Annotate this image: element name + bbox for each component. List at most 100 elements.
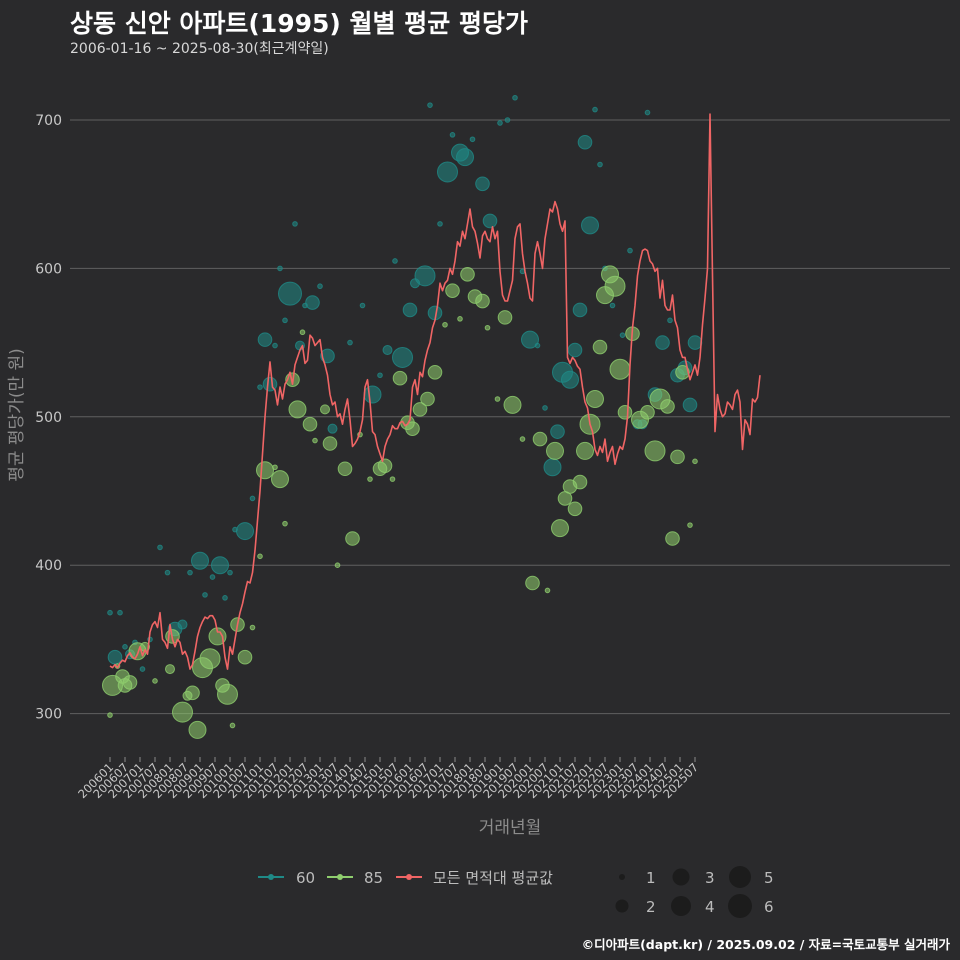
point-series-60 <box>427 102 433 108</box>
point-series-60 <box>504 117 511 123</box>
point-series-60 <box>561 370 579 389</box>
scatter-points <box>102 94 703 739</box>
average-price-line <box>109 113 761 670</box>
legend-label-average: 모든 면적대 평균값 <box>433 869 553 887</box>
size-key-label-6: 6 <box>764 898 774 916</box>
point-series-60 <box>687 335 703 350</box>
point-series-85 <box>609 358 631 380</box>
point-series-85 <box>367 476 373 482</box>
point-series-60 <box>597 161 603 168</box>
point-series-60 <box>572 302 588 318</box>
point-series-60 <box>497 120 503 126</box>
point-series-60 <box>377 372 383 379</box>
point-series-60 <box>249 495 256 502</box>
point-series-85 <box>551 519 569 538</box>
size-key-3 <box>672 868 690 886</box>
point-series-60 <box>512 94 518 101</box>
legend-item-average: 모든 면적대 평균값 <box>396 869 553 887</box>
point-series-60 <box>211 556 229 575</box>
point-series-85 <box>692 458 698 465</box>
point-series-60 <box>437 161 458 183</box>
point-series-85 <box>172 701 193 723</box>
point-series-60 <box>107 649 123 665</box>
point-series-85 <box>412 402 428 417</box>
point-series-85 <box>217 683 238 705</box>
point-series-85 <box>249 624 256 631</box>
legend-swatch-average-dot <box>406 874 412 880</box>
point-series-60 <box>449 132 456 138</box>
point-series-85 <box>494 396 501 402</box>
point-series-85 <box>525 575 540 591</box>
point-series-60 <box>581 216 599 235</box>
point-series-60 <box>122 644 128 650</box>
point-series-60 <box>469 136 476 143</box>
point-series-60 <box>359 302 366 309</box>
point-series-60 <box>177 619 188 630</box>
point-series-60 <box>139 666 146 672</box>
size-key-label-4: 4 <box>705 898 715 916</box>
legend-label-85: 85 <box>364 869 383 887</box>
point-series-85 <box>345 531 360 546</box>
point-series-60 <box>320 348 335 364</box>
point-series-60 <box>592 106 598 113</box>
point-series-85 <box>544 587 551 594</box>
point-series-85 <box>427 364 443 380</box>
point-series-85 <box>199 648 221 670</box>
legend-swatch-60-dot <box>268 874 274 880</box>
point-series-60 <box>619 332 626 338</box>
y-tick-label: 600 <box>35 261 62 277</box>
point-series-85 <box>229 722 236 729</box>
y-axis-ticks: 300 400 500 600 700 <box>35 113 62 723</box>
point-series-85 <box>185 685 200 701</box>
point-series-60 <box>202 592 208 598</box>
point-series-85 <box>302 416 318 432</box>
point-series-85 <box>497 310 513 325</box>
point-series-60 <box>627 247 633 254</box>
point-series-85 <box>484 324 491 331</box>
point-series-60 <box>363 385 382 404</box>
point-series-60 <box>456 148 474 167</box>
size-key-label-3: 3 <box>705 869 715 887</box>
size-key-label-5: 5 <box>764 869 774 887</box>
point-series-60 <box>305 295 320 310</box>
size-legend: 1 2 3 4 5 6 <box>615 866 774 918</box>
point-series-60 <box>107 609 113 616</box>
point-series-60 <box>278 281 302 306</box>
point-series-60 <box>644 109 651 116</box>
point-series-60 <box>577 134 593 150</box>
point-series-85 <box>592 339 608 355</box>
point-series-60 <box>327 423 338 434</box>
point-series-85 <box>334 562 341 569</box>
point-series-60 <box>117 609 123 616</box>
point-series-60 <box>209 574 216 580</box>
point-series-85 <box>687 522 693 528</box>
point-series-85 <box>460 267 475 282</box>
point-series-85 <box>457 316 463 322</box>
size-key-2 <box>615 899 629 913</box>
point-series-85 <box>152 678 158 684</box>
point-series-60 <box>317 283 323 290</box>
y-tick-label: 700 <box>35 113 62 129</box>
point-series-85 <box>282 520 288 527</box>
size-key-label-1: 1 <box>646 869 656 887</box>
point-series-85 <box>377 458 393 474</box>
point-series-85 <box>188 720 207 739</box>
point-series-85 <box>337 461 353 477</box>
point-series-85 <box>299 329 306 336</box>
point-series-85 <box>392 370 408 386</box>
point-series-85 <box>445 283 460 298</box>
point-series-60 <box>542 405 548 411</box>
point-series-85 <box>567 501 583 517</box>
point-series-85 <box>237 649 253 665</box>
point-series-85 <box>165 664 175 675</box>
point-series-60 <box>282 317 288 324</box>
point-series-60 <box>475 176 490 192</box>
chart-title: 상동 신안 아파트(1995) 월별 평균 평당가 <box>70 9 528 38</box>
point-series-60 <box>257 332 273 347</box>
point-series-85 <box>617 405 633 420</box>
point-series-60 <box>392 258 398 264</box>
point-series-60 <box>550 424 565 439</box>
point-series-60 <box>682 397 698 413</box>
point-series-85 <box>442 321 448 328</box>
size-key-4 <box>671 896 691 916</box>
